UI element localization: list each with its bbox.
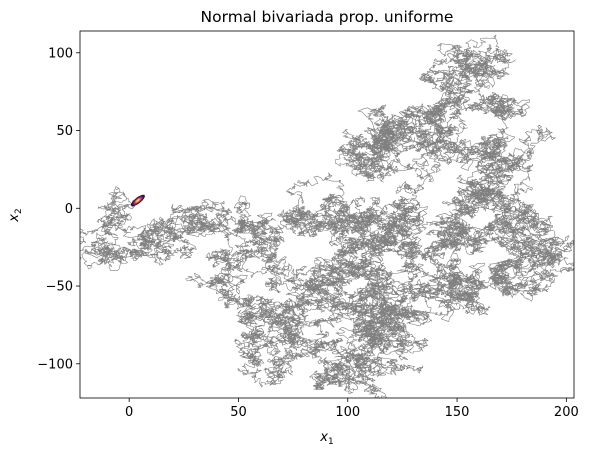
x-tick-label: 0 (125, 405, 133, 420)
x-tick-label: 50 (230, 405, 247, 420)
y-axis: 100 50 0 −50 −100 (37, 46, 80, 372)
axes-frame (79, 30, 575, 399)
x-axis: 0 50 100 150 200 (125, 398, 579, 420)
x-tick-label: 200 (554, 405, 579, 420)
chart-title: Normal bivariada prop. uniforme (201, 8, 454, 26)
x-tick-label: 100 (335, 405, 360, 420)
plot-area (79, 30, 575, 399)
y-axis-label: x2 (7, 208, 24, 222)
x-tick-label: 150 (445, 405, 470, 420)
y-tick-label: 0 (65, 202, 73, 217)
x-axis-label: x1 (319, 430, 333, 447)
walk-path (80, 34, 574, 398)
density-contour (136, 199, 140, 202)
y-tick-label: 50 (56, 124, 73, 139)
y-tick-label: −50 (46, 280, 73, 295)
random-walk-trace (80, 34, 574, 398)
y-tick-label: −100 (37, 357, 73, 372)
density-ellipse (130, 194, 145, 207)
y-tick-label: 100 (48, 46, 73, 61)
